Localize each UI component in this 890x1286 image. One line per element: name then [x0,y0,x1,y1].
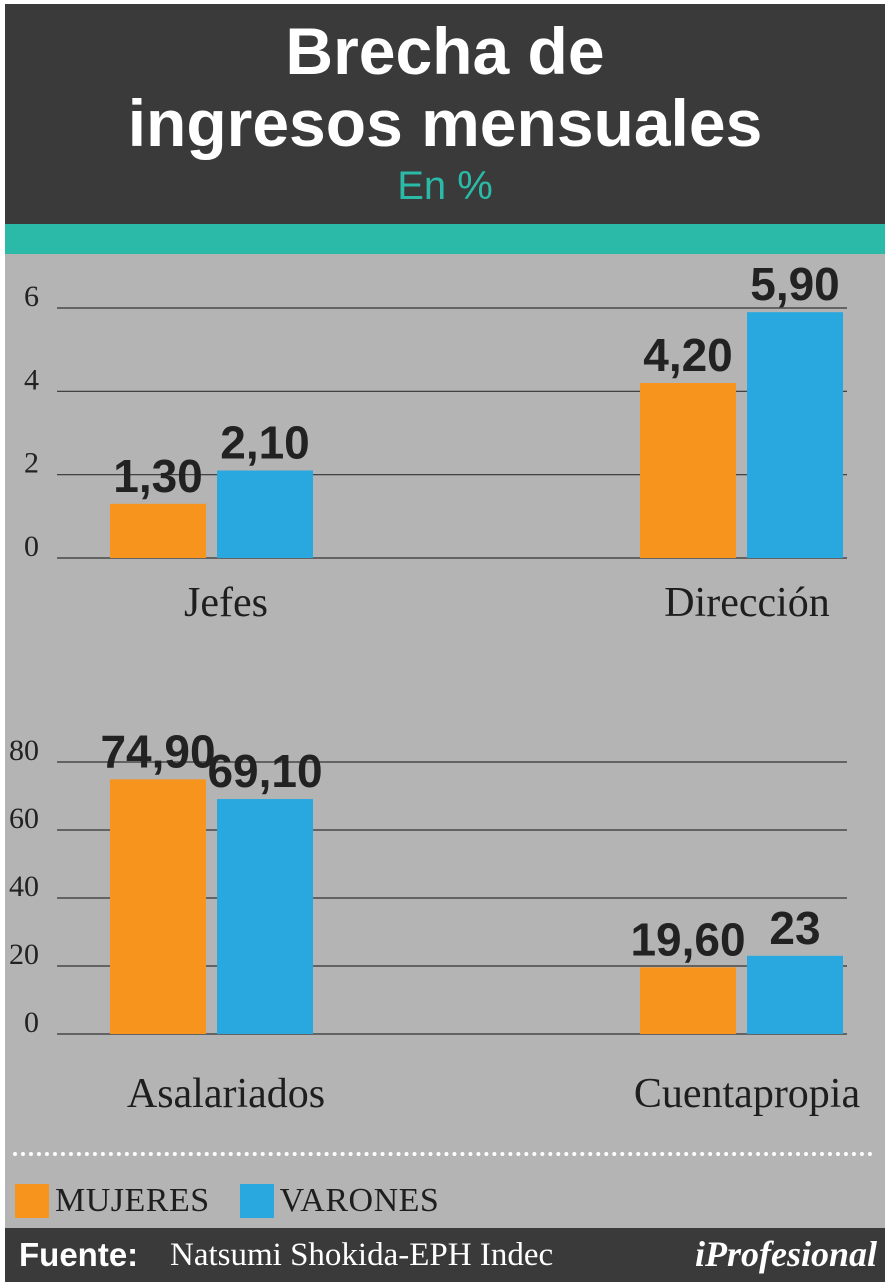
source-text: Natsumi Shokida-EPH Indec [170,1237,554,1273]
bar-mujeres [110,503,206,558]
y-tick-label: 20 [9,938,39,971]
brand-logo: iProfesional [694,1234,877,1274]
data-label: 2,10 [220,417,310,469]
y-tick-label: 80 [9,734,39,767]
y-tick-label: 40 [9,870,39,903]
y-tick-label: 6 [24,280,39,313]
accent-stripe [5,224,885,254]
chart-title-line-1: Brecha de [285,14,605,88]
data-label: 1,30 [113,450,203,502]
data-label: 5,90 [750,258,840,310]
category-label: Cuentapropia [634,1071,861,1117]
legend-label-varones: VARONES [279,1182,440,1219]
data-label: 19,60 [630,913,745,965]
y-tick-label: 0 [24,530,39,563]
legend-swatch-varones [239,1184,274,1218]
bar-charts: 0 2 4 6 1,30 4,20 2,10 5,90 Jefes Dirección 0 20 40 6… [9,258,861,1117]
category-label: Dirección [664,580,830,626]
y-tick-label: 0 [24,1006,39,1039]
header: Brecha de ingresos mensuales En % [5,4,885,224]
source-label: Fuente: [19,1236,139,1273]
data-label: 74,90 [100,725,215,777]
chart-title-line-2: ingresos mensuales [127,86,763,160]
infographic: Brecha de ingresos mensuales En % 0 2 4 6 1,… [5,4,885,1282]
data-label: 4,20 [643,329,733,381]
legend: MUJERES VARONES [15,1181,469,1221]
bar-varones [747,955,843,1034]
bar-varones [217,799,313,1034]
y-tick-label: 2 [24,447,39,480]
legend-label-mujeres: MUJERES [55,1182,210,1219]
y-tick-label: 4 [24,363,39,396]
bar-mujeres [110,779,206,1034]
footer: Fuente: Natsumi Shokida-EPH Indec iProfe… [5,1228,885,1282]
category-label: Jefes [184,580,268,626]
bar-mujeres [640,967,736,1034]
legend-item-mujeres: MUJERES [15,1182,210,1220]
dotted-divider [13,1152,873,1156]
bar-varones [217,470,313,558]
bar-varones [747,312,843,558]
data-label: 23 [769,902,820,954]
chart-subtitle: En % [397,164,493,208]
legend-swatch-mujeres [15,1184,49,1218]
data-label: 69,10 [207,745,322,797]
bar-mujeres [640,383,736,558]
y-tick-label: 60 [9,802,39,835]
legend-item-varones: VARONES [239,1182,440,1220]
category-label: Asalariados [127,1071,325,1117]
